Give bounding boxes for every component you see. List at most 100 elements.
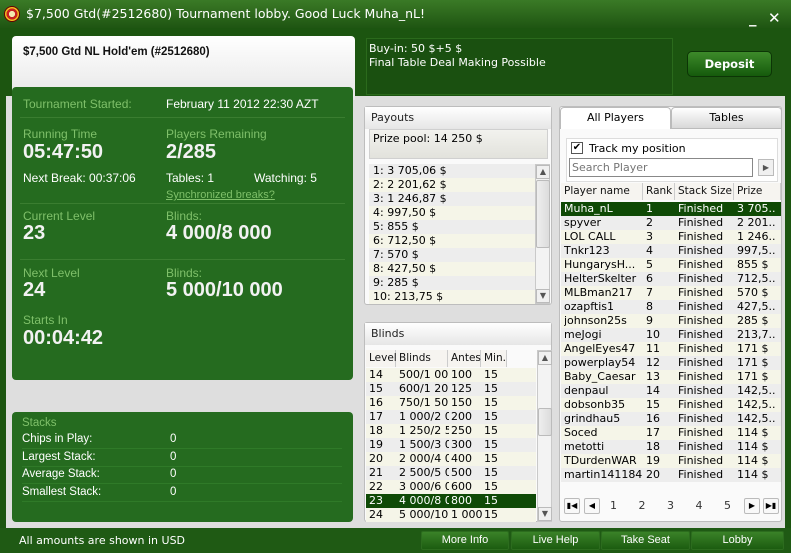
blind-level-row[interactable]: 15 600/1 200125 15 <box>366 382 536 396</box>
player-cell: 6 <box>646 272 653 285</box>
blind-level-row[interactable]: 19 1 500/3 000300 15 <box>366 438 536 452</box>
column-header[interactable]: Antes <box>448 350 481 367</box>
blind-cell: 300 <box>451 438 472 451</box>
player-cell: 15 <box>646 398 660 411</box>
player-row[interactable]: johnson25s 9 Finished 285 $ <box>561 314 781 328</box>
player-row[interactable]: powerplay54 12 Finished 171 $ <box>561 356 781 370</box>
blind-level-row[interactable]: 21 2 500/5 000500 15 <box>366 466 536 480</box>
blind-cell: 500 <box>451 466 472 479</box>
scroll-up-icon[interactable]: ▲ <box>536 165 550 179</box>
first-page-icon[interactable]: ▮◀ <box>564 498 580 514</box>
prev-page-icon[interactable]: ◀ <box>584 498 600 514</box>
column-header[interactable]: Levels <box>366 350 402 367</box>
stack-label: Average Stack: <box>22 468 100 480</box>
title-bar: $7,500 Gtd(#2512680) Tournament lobby. G… <box>0 0 791 28</box>
current-blinds-value: 4 000/8 000 <box>166 222 272 244</box>
player-cell: johnson25s <box>564 314 627 327</box>
player-row[interactable]: Muha_nL 1 Finished 3 705.. <box>561 202 781 216</box>
minimize-button[interactable]: _ <box>749 9 757 27</box>
take-seat-button[interactable]: Take Seat <box>601 531 690 550</box>
blind-level-row[interactable]: 17 1 000/2 000200 15 <box>366 410 536 424</box>
blind-level-row[interactable]: 23 4 000/8 000800 15 <box>366 494 536 508</box>
page-number[interactable]: 3 <box>667 499 674 512</box>
scroll-thumb[interactable] <box>538 408 552 436</box>
scroll-down-icon[interactable]: ▼ <box>538 507 552 521</box>
divider <box>20 259 345 260</box>
player-row[interactable]: MLBman217 7 Finished 570 $ <box>561 286 781 300</box>
blind-level-row[interactable]: 14 500/1 000100 15 <box>366 368 536 382</box>
blind-level-row[interactable]: 18 1 250/2 500250 15 <box>366 424 536 438</box>
last-page-icon[interactable]: ▶▮ <box>763 498 779 514</box>
payout-row: 3: 1 246,87 $ <box>369 192 535 206</box>
live-help-button[interactable]: Live Help <box>511 531 600 550</box>
player-row[interactable]: martin141184 20 Finished 114 $ <box>561 468 781 482</box>
player-row[interactable]: Soced 17 Finished 114 $ <box>561 426 781 440</box>
player-cell: Finished <box>678 286 724 299</box>
blind-cell: 4 000/8 000 <box>399 494 449 507</box>
column-header[interactable]: Rank <box>643 183 675 200</box>
player-row[interactable]: LOL CALL 3 Finished 1 246.. <box>561 230 781 244</box>
player-cell: MLBman217 <box>564 286 633 299</box>
player-row[interactable]: Baby_Caesar 13 Finished 171 $ <box>561 370 781 384</box>
player-cell: ozapftis1 <box>564 300 615 313</box>
player-row[interactable]: HungarysH... 5 Finished 855 $ <box>561 258 781 272</box>
blind-cell: 500/1 000 <box>399 368 449 381</box>
player-row[interactable]: AngelEyes47 11 Finished 171 $ <box>561 342 781 356</box>
player-row[interactable]: TDurdenWAR 19 Finished 114 $ <box>561 454 781 468</box>
player-row[interactable]: HelterSkelter 6 Finished 712,5.. <box>561 272 781 286</box>
lobby-button[interactable]: Lobby <box>691 531 784 550</box>
next-page-icon[interactable]: ▶ <box>744 498 760 514</box>
track-position-checkbox[interactable]: ✔ <box>571 142 583 154</box>
player-row[interactable]: denpaul 14 Finished 142,5.. <box>561 384 781 398</box>
blind-cell: 1 000/2 000 <box>399 410 449 423</box>
blind-level-row[interactable]: 20 2 000/4 000400 15 <box>366 452 536 466</box>
blinds-scrollbar[interactable]: ▲ ▼ <box>537 350 552 522</box>
more-info-button[interactable]: More Info <box>421 531 509 550</box>
page-number[interactable]: 2 <box>638 499 646 512</box>
player-cell: dobsonb35 <box>564 398 626 411</box>
payout-row: 2: 2 201,62 $ <box>369 178 535 192</box>
page-number[interactable]: 1 <box>610 499 617 512</box>
player-row[interactable]: dobsonb35 15 Finished 142,5.. <box>561 398 781 412</box>
tables-count: Tables: 1 <box>166 171 215 185</box>
tab-all-players[interactable]: All Players <box>560 107 671 129</box>
blind-level-row[interactable]: 22 3 000/6 000600 15 <box>366 480 536 494</box>
tab-tables[interactable]: Tables <box>671 107 782 129</box>
close-button[interactable]: ✕ <box>768 9 781 27</box>
column-header[interactable]: Min. <box>481 350 507 367</box>
player-cell: Tnkr123 <box>564 244 610 257</box>
player-row[interactable]: metotti 18 Finished 114 $ <box>561 440 781 454</box>
player-row[interactable]: spyver 2 Finished 2 201.. <box>561 216 781 230</box>
page-number[interactable]: 4 <box>695 499 703 512</box>
search-player-input[interactable] <box>569 158 753 177</box>
tournament-status-panel: Tournament Started: February 11 2012 22:… <box>12 87 353 380</box>
player-cell: 3 <box>646 230 653 243</box>
blind-level-row[interactable]: 16 750/1 500150 15 <box>366 396 536 410</box>
blind-cell: 24 <box>369 508 383 521</box>
window-title: $7,500 Gtd(#2512680) Tournament lobby. G… <box>26 6 425 21</box>
player-row[interactable]: grindhau5 16 Finished 142,5.. <box>561 412 781 426</box>
synchronized-breaks-link[interactable]: Synchronized breaks? <box>166 189 275 201</box>
player-cell: 142,5.. <box>737 398 776 411</box>
starts-in-label: Starts In <box>23 313 68 327</box>
payouts-scrollbar[interactable]: ▲ ▼ <box>535 164 550 304</box>
scroll-up-icon[interactable]: ▲ <box>538 351 552 365</box>
currency-note: All amounts are shown in USD <box>19 534 186 547</box>
column-header[interactable]: Prize <box>734 183 781 200</box>
player-cell: 855 $ <box>737 258 769 271</box>
player-row[interactable]: meJogi 10 Finished 213,7.. <box>561 328 781 342</box>
scroll-down-icon[interactable]: ▼ <box>536 289 550 303</box>
player-row[interactable]: Tnkr123 4 Finished 997,5.. <box>561 244 781 258</box>
player-cell: 18 <box>646 440 660 453</box>
column-header[interactable]: Stack Size <box>675 183 734 200</box>
blind-cell: 16 <box>369 396 383 409</box>
column-header[interactable]: Player name <box>561 183 643 200</box>
page-number[interactable]: 5 <box>724 499 731 512</box>
deposit-button[interactable]: Deposit <box>687 51 772 77</box>
player-row[interactable]: ozapftis1 8 Finished 427,5.. <box>561 300 781 314</box>
column-header[interactable]: Blinds <box>396 350 448 367</box>
search-go-icon[interactable]: ▶ <box>758 159 774 176</box>
scroll-thumb[interactable] <box>536 180 550 248</box>
